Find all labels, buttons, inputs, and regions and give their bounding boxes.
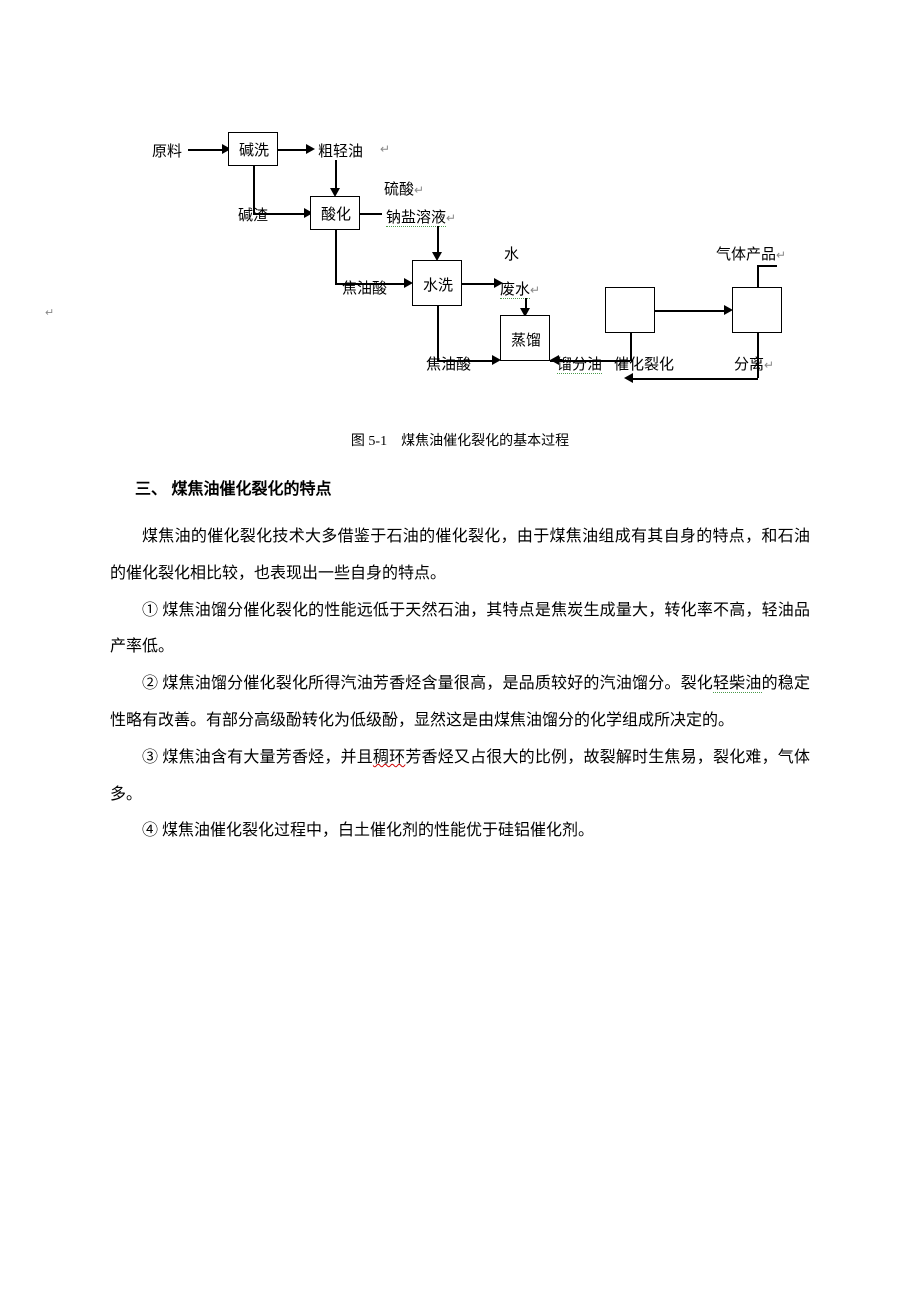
- label-taracid1: 焦油酸: [342, 277, 387, 298]
- section-heading: 三、 煤焦油催化裂化的特点: [135, 475, 810, 499]
- label-water: 水: [504, 243, 519, 264]
- label-catalytic: 催化裂化: [614, 353, 674, 374]
- box-waterwash: 水洗: [412, 260, 462, 306]
- label-taracid2: 焦油酸: [426, 353, 471, 374]
- label-residue: 碱渣: [238, 204, 268, 225]
- label-separate: 分离↵: [734, 353, 774, 374]
- box-separate: [732, 287, 782, 333]
- label-waste: 废水↵: [500, 278, 540, 299]
- label-crude: 粗轻油: [318, 140, 363, 161]
- label-h2so4: 硫酸↵: [384, 178, 424, 199]
- box-distill: 蒸馏: [500, 315, 550, 361]
- label-salt: 钠盐溶液↵: [386, 206, 456, 227]
- paragraph-point-2: ② 煤焦油馏分催化裂化所得汽油芳香烃含量很高，是品质较好的汽油馏分。裂化轻柴油的…: [110, 666, 810, 740]
- paragraph-point-4: ④ 煤焦油催化裂化过程中，白土催化剂的性能优于硅铝催化剂。: [110, 813, 810, 850]
- box-wash: 碱洗: [228, 132, 278, 166]
- label-raw: 原料: [152, 140, 182, 161]
- paragraph-intro: 煤焦油的催化裂化技术大多借鉴于石油的催化裂化，由于煤焦油组成有其自身的特点，和石…: [110, 519, 810, 593]
- flowchart-diagram: 原料 碱洗 粗轻油 ↵ 硫酸↵ 碱渣 酸化 钠盐溶液↵ 水 气体产品↵ 焦油酸 …: [110, 120, 810, 410]
- box-acidify: 酸化: [310, 196, 360, 230]
- label-fraction: 馏分油: [557, 353, 602, 374]
- label-gas: 气体产品↵: [716, 243, 786, 264]
- paragraph-point-1: ① 煤焦油馏分催化裂化的性能远低于天然石油，其特点是焦炭生成量大，转化率不高，轻…: [110, 593, 810, 667]
- figure-caption: 图 5-1 煤焦油催化裂化的基本过程: [110, 430, 810, 450]
- paragraph-point-3: ③ 煤焦油含有大量芳香烃，并且稠环芳香烃又占很大的比例，故裂解时生焦易，裂化难，…: [110, 740, 810, 814]
- box-catalytic: [605, 287, 655, 333]
